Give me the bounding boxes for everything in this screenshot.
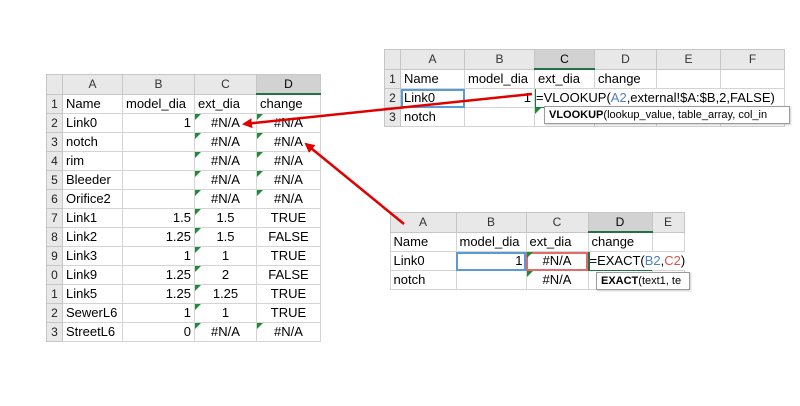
cell-ext-dia[interactable]: ext_dia xyxy=(194,93,257,114)
vlookup-column-header-b[interactable]: B xyxy=(464,49,535,70)
row-header[interactable]: 8 xyxy=(46,227,63,247)
vlookup-cell-a1[interactable]: Name xyxy=(400,68,465,89)
cell-model-dia[interactable]: 0 xyxy=(122,322,195,342)
exact-cell-c1[interactable]: ext_dia xyxy=(525,231,589,252)
vlookup-column-header-f[interactable]: F xyxy=(720,49,785,70)
cell-change[interactable]: TRUE xyxy=(256,208,321,228)
main-row: 1 Name model_dia ext_dia change xyxy=(46,93,321,114)
cell-name[interactable]: Link2 xyxy=(62,227,123,247)
exact-function-tooltip[interactable]: EXACT(text1, te xyxy=(596,272,690,290)
row-header[interactable]: 0 xyxy=(46,265,63,285)
cell-name[interactable]: SewerL6 xyxy=(62,303,123,323)
column-header-d[interactable]: D xyxy=(256,74,321,95)
main-row: 2 SewerL6 1 1 TRUE xyxy=(46,303,321,323)
vlookup-tooltip-function-name[interactable]: VLOOKUP xyxy=(549,109,604,121)
cell-change[interactable]: #N/A xyxy=(256,322,321,342)
main-row: 9 Link3 1 1 TRUE xyxy=(46,246,321,266)
vlookup-function-tooltip[interactable]: VLOOKUP(lookup_value, table_array, col_i… xyxy=(544,106,790,124)
exact-formula-prefix: =EXACT( xyxy=(589,253,645,268)
row-header[interactable]: 5 xyxy=(46,170,63,190)
exact-cell-b1[interactable]: model_dia xyxy=(455,231,527,252)
column-header-row: A B C D xyxy=(46,74,321,95)
row-header[interactable]: 2 xyxy=(46,303,63,323)
vlookup-column-header-c[interactable]: C xyxy=(534,49,595,70)
main-row: 1 Link5 1.25 1.25 TRUE xyxy=(46,284,321,304)
exact-cell-a1[interactable]: Name xyxy=(389,231,457,252)
vlookup-arrow xyxy=(242,92,533,129)
main-sheet-body: 1 Name model_dia ext_dia change 2 Link0 1 #N/A #N… xyxy=(46,93,321,342)
main-row: 5 Bleeder #N/A #N/A xyxy=(46,170,321,190)
exact-spreadsheet: A B C D E Name model_dia ext_dia change … xyxy=(389,212,686,290)
vlookup-formula-prefix: =VLOOKUP( xyxy=(536,90,611,105)
cell-name[interactable]: Link3 xyxy=(62,246,123,266)
row-header[interactable]: 7 xyxy=(46,208,63,228)
cell-name[interactable]: Bleeder xyxy=(62,170,123,190)
cell-name[interactable]: notch xyxy=(62,132,123,152)
exact-cell-a3[interactable]: notch xyxy=(389,270,457,290)
cell-ext-dia[interactable]: 1.5 xyxy=(194,227,257,247)
vlookup-column-header-e[interactable]: E xyxy=(656,49,721,70)
vlookup-column-header-d[interactable]: D xyxy=(594,49,657,70)
cell-change[interactable]: TRUE xyxy=(256,246,321,266)
exact-arrow xyxy=(304,142,405,225)
vlookup-cell-d1[interactable]: change xyxy=(594,68,657,89)
exact-tooltip-args: (text1, te xyxy=(638,275,682,287)
column-header-b[interactable]: B xyxy=(122,74,195,95)
row-header[interactable]: 6 xyxy=(46,189,63,209)
main-spreadsheet: A B C D 1 Name model_dia ext_dia change 2 Link… xyxy=(46,74,321,342)
exact-row-2: Link0 1 #N/A =EXACT(B2,C2) xyxy=(389,251,686,271)
exact-row-1: Name model_dia ext_dia change xyxy=(389,231,685,252)
exact-column-header-a[interactable]: A xyxy=(389,212,457,233)
cell-ext-dia[interactable]: #N/A xyxy=(194,151,257,171)
cell-ext-dia[interactable]: 1 xyxy=(194,246,257,266)
exact-column-header-c[interactable]: C xyxy=(525,212,589,233)
exact-column-header-d[interactable]: D xyxy=(587,212,653,233)
vlookup-cell-a3[interactable]: notch xyxy=(400,107,465,127)
row-header[interactable]: 1 xyxy=(46,284,63,304)
cell-ext-dia[interactable]: 2 xyxy=(194,265,257,285)
exact-tooltip-function-name[interactable]: EXACT xyxy=(601,275,639,287)
main-row: 6 Orifice2 #N/A #N/A xyxy=(46,189,321,209)
main-row: 3 StreetL6 0 #N/A #N/A xyxy=(46,322,321,342)
cell-name[interactable]: StreetL6 xyxy=(62,322,123,342)
cell-name[interactable]: Link5 xyxy=(62,284,123,304)
vlookup-row-header-3[interactable]: 3 xyxy=(384,107,401,127)
main-row: 4 rim #N/A #N/A xyxy=(46,151,321,171)
cell-change[interactable]: #N/A xyxy=(256,151,321,171)
exact-column-header-b[interactable]: B xyxy=(455,212,527,233)
cell-change[interactable]: TRUE xyxy=(256,284,321,304)
cell-ext-dia[interactable]: #N/A xyxy=(194,322,257,342)
cell-change[interactable]: #N/A xyxy=(256,170,321,190)
vlookup-cell-c1[interactable]: ext_dia xyxy=(534,68,595,89)
main-row: 8 Link2 1.25 1.5 FALSE xyxy=(46,227,321,247)
vlookup-tooltip-args: (lookup_value, table_array, col_in xyxy=(603,109,768,121)
cell-name[interactable]: Link0 xyxy=(62,113,123,133)
exact-cell-c3[interactable]: #N/A xyxy=(525,270,589,290)
